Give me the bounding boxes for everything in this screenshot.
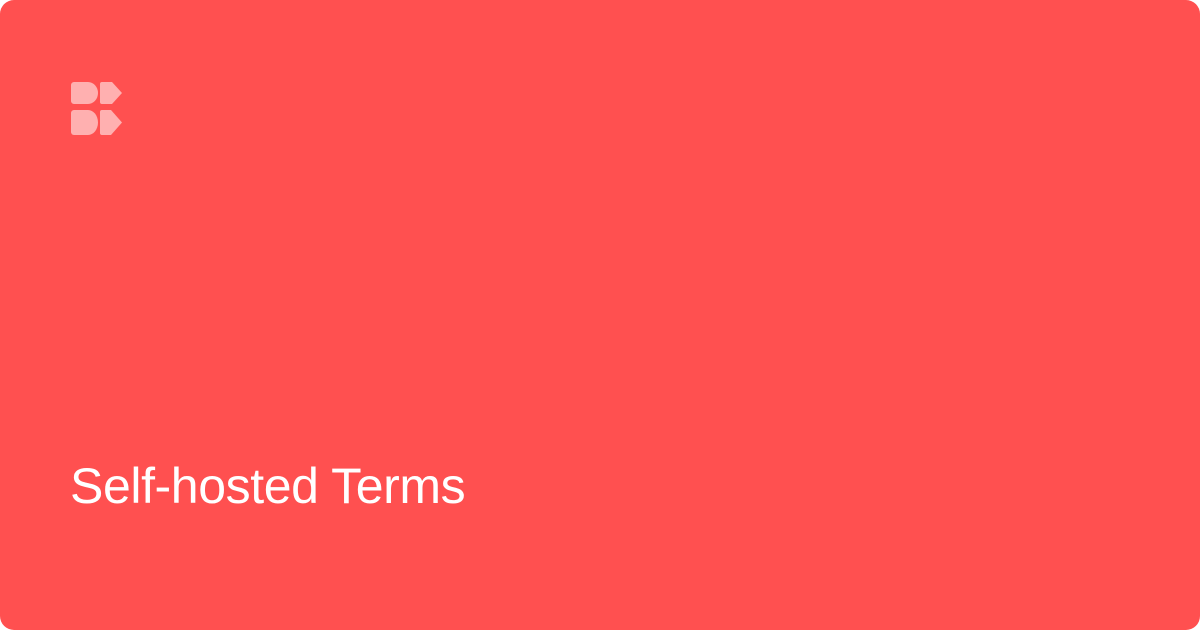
- logo-shape-bottom-right: [100, 110, 122, 135]
- brand-logo-svg: [71, 82, 122, 135]
- logo-shape-top-left: [71, 82, 98, 104]
- logo-shape-bottom-left: [71, 110, 98, 135]
- logo-shape-top-right: [100, 82, 122, 104]
- brand-logo-icon: [71, 82, 123, 135]
- page-title: Self-hosted Terms: [70, 458, 466, 514]
